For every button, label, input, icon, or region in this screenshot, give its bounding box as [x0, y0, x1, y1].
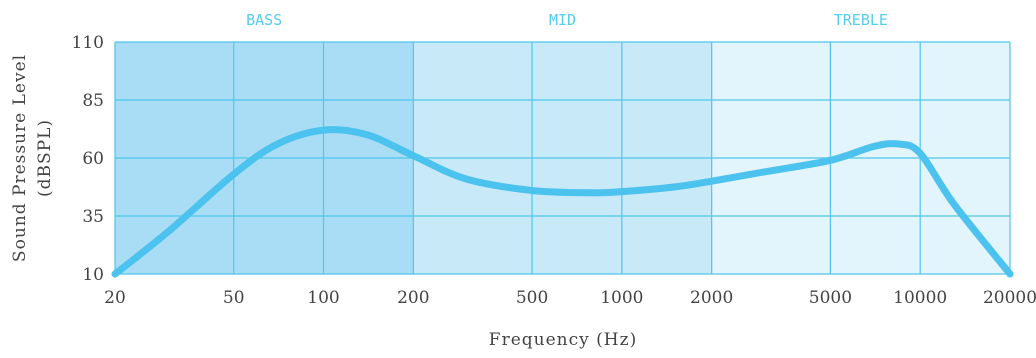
y-tick-label: 60 [82, 149, 104, 169]
x-tick-label: 50 [223, 288, 245, 308]
series-layer [111, 126, 1014, 278]
y-axis-title-line1: Sound Pressure Level [10, 54, 30, 262]
x-tick-label: 20 [104, 288, 126, 308]
band-label-bass: BASS [246, 11, 282, 29]
x-tick-label: 2000 [690, 288, 733, 308]
band-label-treble: TREBLE [834, 11, 888, 29]
y-axis-title: Sound Pressure Level (dBSPL) [10, 54, 55, 262]
x-tick-label: 100 [307, 288, 339, 308]
x-tick-label: 500 [516, 288, 548, 308]
y-tick-label: 10 [82, 265, 104, 285]
x-tick-label: 5000 [809, 288, 852, 308]
y-tick-label: 85 [82, 91, 104, 111]
y-axis-title-line2: (dBSPL) [35, 119, 55, 197]
x-tick-label: 1000 [600, 288, 643, 308]
x-tick-label: 10000 [893, 288, 947, 308]
y-tick-label: 35 [82, 207, 104, 227]
x-axis-title: Frequency (Hz) [489, 330, 637, 350]
x-tick-label: 20000 [983, 288, 1036, 308]
y-tick-labels: 10 35 60 85 110 [72, 33, 104, 285]
x-tick-label: 200 [397, 288, 429, 308]
band-labels: BASS MID TREBLE [246, 11, 888, 29]
x-tick-labels: 20 50 100 200 500 1000 2000 5000 10000 20000 [104, 288, 1036, 308]
y-tick-label: 110 [72, 33, 104, 53]
band-label-mid: MID [549, 11, 576, 29]
